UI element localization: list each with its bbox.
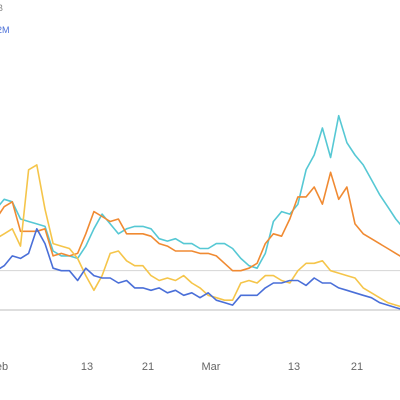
legend-label-1: 2M: [0, 25, 10, 35]
legend-label-0: B: [0, 3, 3, 13]
legend: B 2M: [0, 3, 10, 35]
x-axis-tick-labels: eb 13 21 Mar 13 21: [0, 361, 363, 373]
grid-lines: [0, 270, 400, 311]
series-line-1: [0, 171, 400, 272]
x-tick-label-5: 21: [351, 361, 363, 373]
series-line-0: [0, 114, 400, 270]
x-tick-label-4: 13: [288, 361, 300, 373]
series-line-3: [0, 228, 400, 310]
x-tick-label-2: 21: [142, 361, 154, 373]
x-tick-label-0: eb: [0, 361, 8, 373]
series-lines: [0, 114, 400, 310]
x-tick-label-3: Mar: [202, 361, 221, 373]
x-tick-label-1: 13: [81, 361, 93, 373]
series-line-2: [0, 164, 400, 308]
